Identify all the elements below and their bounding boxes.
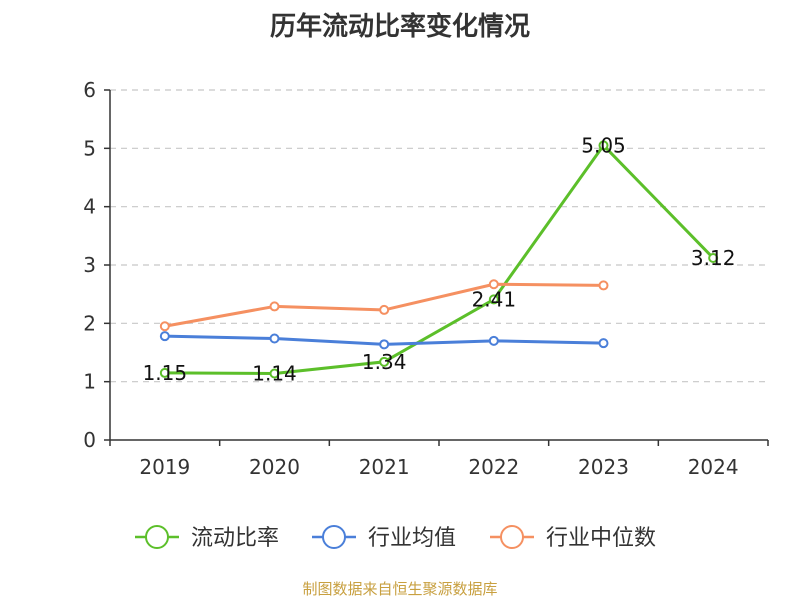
x-tick-label: 2019 [139, 455, 190, 479]
x-tick-label: 2021 [359, 455, 410, 479]
data-point [598, 338, 609, 349]
data-point [159, 321, 170, 332]
data-point [488, 279, 499, 290]
x-tick-label: 2022 [468, 455, 519, 479]
data-point [379, 339, 390, 350]
data-point [598, 280, 609, 291]
x-tick-label: 2020 [249, 455, 300, 479]
legend-marker [500, 525, 524, 549]
y-tick-label: 6 [83, 78, 96, 102]
y-tick-label: 0 [83, 428, 96, 452]
data-label: 1.15 [143, 361, 188, 385]
legend-marker [322, 525, 346, 549]
data-point [269, 368, 280, 379]
legend-label: 流动比率 [191, 526, 279, 551]
data-point [488, 294, 499, 305]
data-label: 5.05 [581, 133, 626, 157]
data-point [708, 253, 719, 263]
data-point [379, 304, 390, 315]
data-point [598, 140, 609, 151]
data-point [269, 333, 280, 344]
data-label: 3.12 [691, 246, 736, 270]
legend-marker [145, 525, 169, 549]
data-label: 1.14 [252, 362, 297, 386]
data-label: 2.41 [472, 287, 517, 311]
data-label: 1.34 [362, 350, 407, 374]
x-tick-label: 2024 [688, 455, 739, 479]
y-tick-label: 3 [83, 253, 96, 277]
legend-label: 行业均值 [368, 526, 456, 551]
y-tick-label: 4 [83, 195, 96, 219]
y-tick-label: 1 [83, 370, 96, 394]
series-line [164, 143, 715, 375]
data-point [159, 331, 170, 342]
data-point [379, 356, 390, 367]
source-note: 制图数据来自恒生聚源数据库 [302, 580, 498, 598]
y-tick-label: 2 [83, 311, 96, 335]
y-tick-label: 5 [83, 136, 96, 160]
chart-title: 历年流动比率变化情况 [269, 12, 530, 42]
data-point [269, 301, 280, 312]
data-point [159, 367, 170, 378]
legend-label: 行业中位数 [546, 526, 656, 551]
data-point [488, 335, 499, 346]
x-tick-label: 2023 [578, 455, 629, 479]
